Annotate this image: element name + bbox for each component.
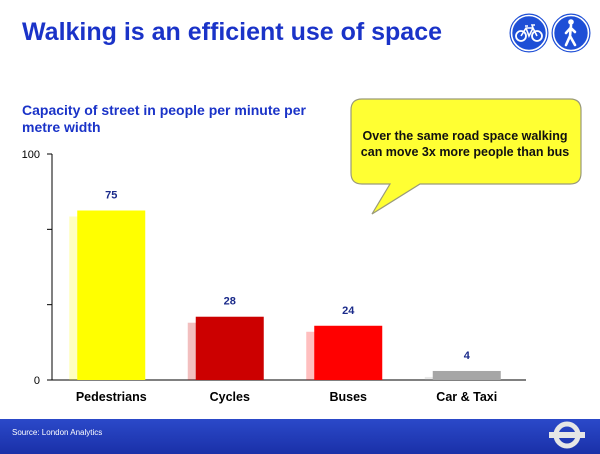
- y-tick-label: 0: [34, 375, 40, 387]
- footer-bar: [0, 419, 600, 454]
- y-tick-label: 100: [22, 149, 40, 161]
- callout-bubble: [350, 98, 582, 215]
- data-label: 4: [464, 350, 471, 362]
- callout-text: Over the same road space walking can mov…: [358, 128, 572, 160]
- roundel-logo-icon: [549, 421, 585, 449]
- bar-chart: 0 100 75 Pedestrians 28 Cycles 24 Buses 4 Car & T…: [22, 149, 526, 404]
- callout-line-1: Over the same road space walking: [362, 129, 568, 143]
- bar: [77, 210, 146, 380]
- bar: [314, 325, 383, 380]
- category-label: Car & Taxi: [436, 390, 497, 404]
- bar: [195, 316, 264, 380]
- callout-line-2: can move 3x more people than bus: [360, 145, 570, 159]
- page-title: Walking is an efficient use of space: [22, 18, 443, 46]
- pedestrian-sign-icon: [550, 12, 592, 54]
- data-label: 75: [105, 190, 117, 202]
- bicycle-sign-icon: [508, 12, 550, 54]
- category-label: Pedestrians: [76, 390, 147, 404]
- data-label: 24: [342, 305, 355, 317]
- category-label: Buses: [329, 390, 367, 404]
- bar: [432, 370, 501, 380]
- data-label: 28: [224, 296, 236, 308]
- source-note: Source: London Analytics: [12, 428, 103, 437]
- category-label: Cycles: [210, 390, 250, 404]
- chart-title: Capacity of street in people per minute …: [22, 102, 306, 135]
